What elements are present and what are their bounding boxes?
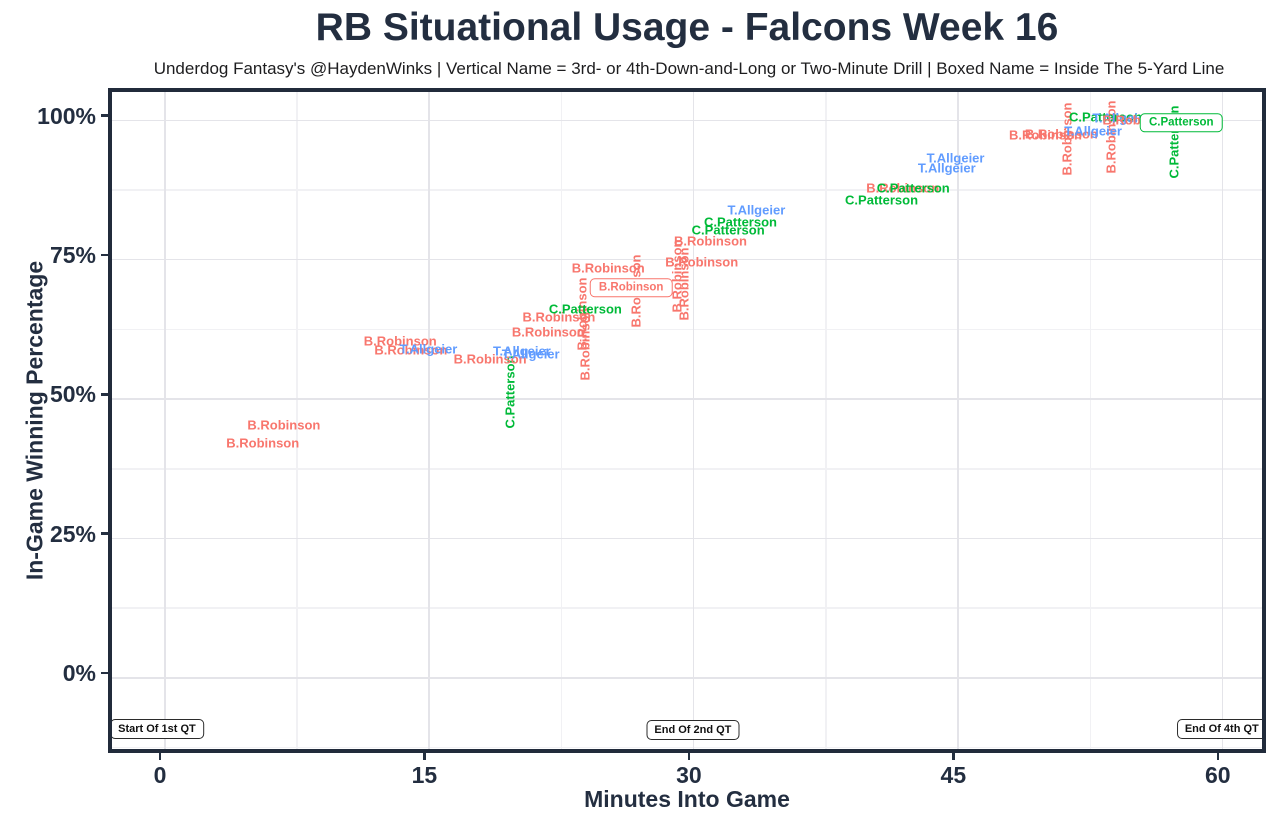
player-label-horizontal: T.Allgeier (917, 160, 976, 176)
gridline-minor-vertical (1089, 92, 1092, 749)
player-label-horizontal: C.Patterson (548, 301, 622, 317)
gridline-minor-horizontal (112, 189, 1262, 191)
player-label-horizontal: C.Patterson (704, 214, 777, 230)
gridline-minor-horizontal (112, 328, 1262, 331)
x-tick-label: 60 (1205, 762, 1231, 788)
gridline-major-vertical (164, 92, 166, 749)
y-tick-mark (101, 671, 108, 675)
player-label-horizontal: B.Robinson (522, 309, 596, 325)
player-label-horizontal: B.Robinson (453, 351, 527, 367)
y-tick-mark (101, 114, 108, 117)
player-label-horizontal: C.Patterson (1068, 109, 1142, 125)
gridline-major-vertical (957, 92, 959, 749)
player-label-horizontal: T.Allgeier (1064, 123, 1122, 139)
player-label-horizontal: C.Patterson (845, 192, 919, 208)
player-label-horizontal: T.Allgeier (399, 341, 458, 357)
player-label-horizontal: B.Robinson (1009, 127, 1082, 143)
player-label-horizontal: T.Allgeier (727, 202, 786, 218)
gridline-minor-vertical (560, 92, 563, 749)
y-tick-label: 25% (49, 520, 96, 547)
gridline-major-vertical (1221, 92, 1224, 749)
player-label-horizontal: B.Robinson (363, 333, 437, 349)
y-tick-mark (101, 532, 108, 535)
y-tick-mark (101, 393, 108, 396)
gridline-minor-vertical (296, 92, 298, 749)
player-label-boxed: B.Robinson (589, 278, 673, 298)
annotation-box: End Of 4th QT (1176, 718, 1262, 739)
player-label-horizontal: B.Robinson (665, 254, 739, 270)
y-axis-title: In-Game Winning Percentage (21, 260, 48, 581)
player-label-horizontal: T.Allgeier (501, 346, 560, 362)
x-tick-mark (952, 753, 955, 760)
player-label-horizontal: B.Robinson (374, 342, 448, 358)
player-label-horizontal: B.Robinson (866, 180, 940, 196)
player-label-horizontal: C.Patterson (876, 180, 950, 196)
player-label-boxed: C.Patterson (1139, 113, 1223, 133)
chart-title: RB Situational Usage - Falcons Week 16 (315, 6, 1059, 49)
player-label-horizontal: B.Robinson (571, 260, 645, 276)
gridline-major-vertical (692, 92, 695, 749)
player-label-horizontal: T.Allgeier (1092, 110, 1151, 126)
player-label-horizontal: B.Robinson (1024, 126, 1098, 142)
x-axis-title: Minutes Into Game (584, 786, 790, 812)
gridline-major-horizontal (112, 119, 1262, 122)
gridline-major-vertical (428, 92, 431, 749)
y-tick-label: 0% (62, 660, 96, 686)
chart-subtitle: Underdog Fantasy's @HaydenWinks | Vertic… (153, 59, 1225, 78)
player-label-horizontal: B.Robinson (511, 324, 585, 340)
gridline-major-horizontal (112, 398, 1262, 400)
gridline-minor-vertical (825, 92, 827, 749)
y-tick-mark (101, 253, 108, 257)
player-label-horizontal: B.Robinson (226, 435, 300, 451)
x-tick-label: 15 (411, 762, 438, 788)
gridline-major-horizontal (112, 677, 1262, 679)
player-label-horizontal: T.Allgeier (492, 343, 551, 359)
gridline-major-horizontal (112, 537, 1262, 540)
player-label-horizontal: B.Robinson (247, 417, 321, 433)
x-tick-mark (158, 753, 162, 760)
x-tick-mark (687, 753, 691, 760)
player-label-horizontal: C.Patterson (691, 222, 765, 238)
gridline-minor-horizontal (112, 467, 1262, 470)
y-tick-label: 75% (49, 241, 96, 268)
annotation-box: End Of 2nd QT (646, 719, 740, 740)
y-tick-label: 100% (37, 102, 96, 129)
gridline-minor-horizontal (112, 607, 1262, 609)
player-label-horizontal: T.Allgeier (926, 150, 985, 166)
x-tick-label: 30 (676, 762, 702, 788)
gridline-minor-horizontal (112, 746, 1262, 749)
gridline-major-horizontal (112, 258, 1262, 261)
x-tick-label: 0 (153, 762, 167, 788)
x-tick-label: 45 (940, 762, 967, 788)
y-tick-label: 50% (49, 381, 96, 408)
annotation-box: Start Of 1st QT (112, 718, 204, 739)
plot-panel: B.Robinson B.Robinson B.Robinson B.Robinson… (108, 88, 1266, 753)
x-tick-mark (1216, 753, 1220, 760)
x-tick-mark (423, 753, 426, 760)
player-label-horizontal: B.Robinson (674, 233, 747, 249)
